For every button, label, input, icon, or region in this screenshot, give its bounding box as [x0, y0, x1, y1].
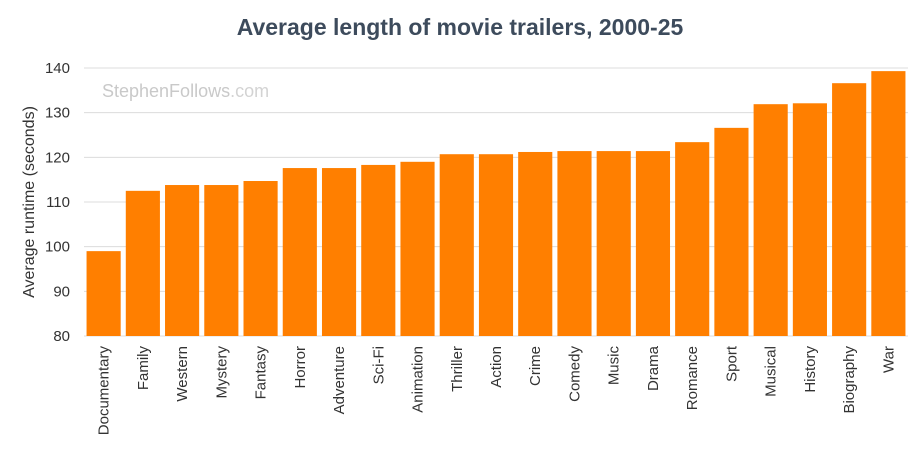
x-tick-label: Fantasy [253, 346, 270, 400]
x-tick-label: Sport [723, 345, 740, 382]
chart-title: Average length of movie trailers, 2000-2… [236, 14, 684, 40]
x-tick-label: Adventure [331, 346, 348, 414]
x-tick-label: Biography [841, 346, 858, 414]
bar-biography [832, 83, 867, 336]
y-tick-label: 100 [45, 239, 70, 256]
y-tick-label: 120 [45, 149, 70, 166]
y-tick-label: 110 [46, 194, 70, 211]
bar-romance [675, 142, 710, 336]
bar-documentary [86, 251, 121, 336]
bar-action [478, 154, 514, 336]
watermark-name: StephenFollows [102, 81, 230, 101]
bar-horror [282, 168, 317, 336]
bar-comedy [557, 151, 592, 336]
y-tick-label: 90 [53, 283, 70, 300]
bar-thriller [439, 154, 474, 336]
y-axis-ticks: 80 90 100 110 120 130 140 [45, 60, 70, 345]
y-tick-label: 130 [45, 105, 70, 122]
bar-music [596, 151, 631, 336]
bar-history [792, 103, 827, 336]
x-tick-label: Documentary [96, 346, 113, 436]
x-tick-label: Western [174, 346, 191, 402]
bar-western [165, 185, 200, 336]
x-tick-label: History [802, 346, 819, 393]
bar-war [871, 71, 906, 337]
x-tick-label: Romance [684, 346, 701, 410]
watermark: StephenFollows.com [102, 81, 269, 101]
bar-sci-fi [361, 164, 396, 336]
y-axis-label: Average runtime (seconds) [21, 106, 38, 298]
x-axis-ticks: Documentary Family Western Mystery Fantasy Ho… [96, 345, 898, 435]
y-tick-label: 140 [45, 60, 70, 77]
bar-family [125, 190, 160, 336]
bars [86, 71, 906, 337]
x-tick-label: Action [488, 346, 505, 388]
x-tick-label: Family [135, 346, 152, 391]
bar-drama [635, 151, 671, 336]
bar-crime [518, 151, 553, 336]
x-tick-label: Animation [410, 346, 427, 413]
watermark-suffix: .com [230, 81, 269, 101]
x-tick-label: Horror [292, 346, 309, 389]
bar-musical [753, 104, 788, 337]
x-tick-label: Sci-Fi [370, 346, 387, 384]
x-tick-label: War [880, 346, 897, 373]
x-tick-label: Musical [763, 346, 780, 397]
x-tick-label: Crime [527, 346, 544, 386]
x-tick-label: Thriller [449, 346, 466, 392]
bar-mystery [204, 185, 239, 336]
x-tick-label: Comedy [566, 346, 583, 402]
y-tick-label: 80 [53, 328, 70, 345]
bar-sport [714, 127, 749, 336]
x-tick-label: Mystery [213, 346, 230, 399]
x-tick-label: Music [606, 346, 623, 386]
bar-fantasy [243, 181, 278, 336]
bar-animation [400, 161, 435, 336]
x-tick-label: Drama [645, 345, 662, 391]
bar-adventure [321, 168, 357, 336]
